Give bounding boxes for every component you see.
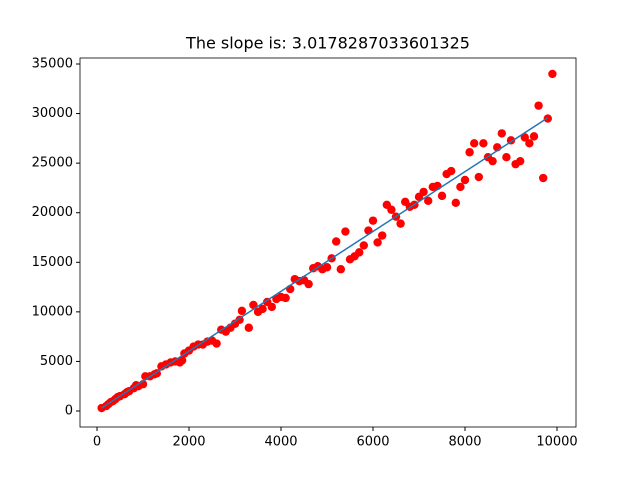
fit-line [101,117,549,409]
x-tick-label: 8000 [448,435,481,450]
scatter-point [387,205,396,214]
scatter-point [451,198,461,208]
y-tick-label: 5000 [40,354,73,369]
scatter-point [502,152,511,162]
scatter-point [520,133,530,142]
scatter-point [437,191,447,201]
scatter-point [488,156,497,166]
scatter-point [355,248,364,257]
y-tick-label: 15000 [32,255,73,270]
scatter-point [479,139,488,148]
scatter-point [456,182,465,192]
scatter-point [378,231,387,240]
scatter-point [322,263,332,272]
scatter-point [419,187,428,197]
y-tick-label: 0 [65,403,73,418]
x-tick-label: 0 [93,435,101,450]
scatter-point [548,69,557,79]
scatter-point [525,139,534,148]
scatter-point [281,293,290,303]
scatter-point [470,139,479,148]
axes-frame [79,57,577,428]
scatter-point [177,356,187,365]
scatter-point [336,265,346,274]
scatter-point [258,304,267,314]
scatter-point [373,238,382,247]
y-tick-label: 20000 [32,205,73,220]
y-tick-label: 10000 [32,304,73,319]
scatter-point [341,227,350,236]
x-tick-label: 2000 [172,435,205,450]
scatter-point [396,219,405,228]
scatter-point [534,101,543,110]
scatter-point [447,166,456,176]
scatter-point [364,226,373,235]
scatter-point [529,132,539,141]
scatter-point [304,279,313,289]
scatter-point [332,237,341,246]
chart-title: The slope is: 3.0178287033601325 [185,34,470,53]
scatter-point [497,129,507,138]
scatter-point [539,173,548,183]
scatter-point [424,196,433,206]
scatter-point [237,306,247,316]
scatter-point [244,323,254,332]
scatter-point [368,216,378,225]
y-tick-label: 30000 [32,106,73,121]
y-tick-label: 35000 [32,57,73,72]
scatter-point [474,172,484,182]
x-tick-label: 10000 [536,435,577,450]
scatter-point [359,241,369,250]
x-tick-label: 4000 [264,435,297,450]
scatter-point [460,175,470,185]
scatter-point [267,302,277,312]
scatter-point [516,156,525,166]
scatter-point [465,148,474,157]
scatter-point [212,339,221,348]
x-tick-label: 6000 [356,435,389,450]
y-tick-label: 25000 [32,156,73,171]
